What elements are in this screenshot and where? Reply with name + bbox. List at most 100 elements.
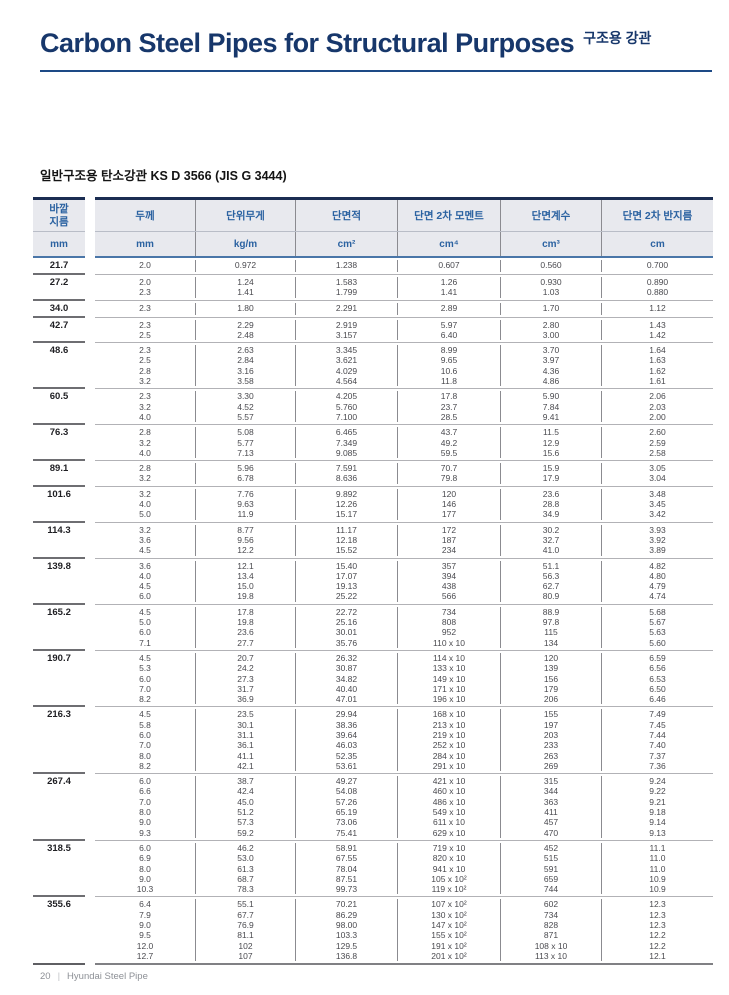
cell-value: 10.6 <box>440 365 458 376</box>
cell-value: 177 <box>441 509 457 520</box>
footer-page-number: 20 <box>40 971 51 982</box>
value-column: 2.0 2.3 <box>95 277 195 298</box>
cell-value: 15.6 <box>542 447 560 458</box>
column-gap <box>85 651 95 707</box>
cell-value: 6.56 <box>649 663 666 674</box>
header-diameter-line2: 지름 <box>49 215 69 228</box>
cell-value: 8.2 <box>139 694 151 705</box>
cell-value: 49.2 <box>440 437 458 448</box>
cell-value: 146 <box>441 499 457 510</box>
group-values: 2.0 2.3 1.24 1.41 1.583 1.799 1.26 1.41 0.930 1.0… <box>95 275 713 301</box>
value-column: 6.59 6.56 6.53 6.50 6.46 <box>601 652 713 705</box>
cell-value: 30.1 <box>237 719 254 730</box>
cell-value: 11.5 <box>543 427 559 438</box>
value-column: 1.64 1.63 1.62 1.61 <box>601 345 713 387</box>
cell-value: 7.45 <box>649 719 666 730</box>
cell-value: 2.3 <box>139 319 151 330</box>
value-column: 3.30 4.52 5.57 <box>195 391 295 423</box>
diameter-value: 76.3 <box>33 425 85 462</box>
cell-value: 136.8 <box>335 950 358 961</box>
cell-value: 11.8 <box>441 376 457 387</box>
cell-value: 6.9 <box>139 853 151 864</box>
cell-value: 4.79 <box>649 581 666 592</box>
cell-value: 13.4 <box>237 570 254 581</box>
cell-value: 1.80 <box>237 302 254 313</box>
value-column: 70.7 79.8 <box>397 463 500 484</box>
unit-radius-of-gyration: cm <box>601 232 713 256</box>
cell-value: 1.62 <box>649 365 666 376</box>
cell-value: 2.48 <box>237 329 254 340</box>
value-column: 1.70 <box>500 302 601 315</box>
cell-value: 12.3 <box>649 899 666 910</box>
cell-value: 17.07 <box>335 570 358 581</box>
cell-value: 53.0 <box>237 853 254 864</box>
cell-value: 470 <box>543 827 559 838</box>
cell-value: 155 x 10² <box>431 930 467 941</box>
cell-value: 38.7 <box>237 776 254 787</box>
header-name-cells: 두께 단위무게 단면적 단면 2차 모멘트 단면계수 단면 2차 반지름 <box>95 197 713 232</box>
value-column: 3.70 3.97 4.36 4.86 <box>500 345 601 387</box>
cell-value: 3.2 <box>139 488 151 499</box>
cell-value: 9.56 <box>237 534 254 545</box>
cell-value: 31.7 <box>237 683 254 694</box>
value-column: 168 x 10 213 x 10 219 x 10 252 x 10 284 x 10… <box>397 709 500 772</box>
value-column: 0.930 1.03 <box>500 277 601 298</box>
value-column: 315 344 363 411 457 470 <box>500 776 601 838</box>
cell-value: 7.40 <box>649 740 666 751</box>
cell-value: 4.205 <box>335 391 358 402</box>
cell-value: 6.0 <box>139 591 151 602</box>
cell-value: 9.21 <box>649 796 666 807</box>
cell-value: 4.86 <box>542 376 560 387</box>
column-gap <box>85 774 95 841</box>
cell-value: 28.5 <box>440 411 458 422</box>
cell-value: 6.59 <box>649 652 666 663</box>
value-column: 11.5 12.9 15.6 <box>500 427 601 459</box>
cell-value: 78.04 <box>335 863 358 874</box>
diameter-value: 42.7 <box>33 318 85 344</box>
cell-value: 1.64 <box>649 345 666 356</box>
cell-value: 36.1 <box>237 740 254 751</box>
group-values: 2.8 3.2 4.0 5.08 5.77 7.13 6.465 7.349 9.085 43.7… <box>95 425 713 462</box>
cell-value: 11.1 <box>649 842 666 853</box>
cell-value: 15.17 <box>335 509 358 520</box>
header-section-area: 단면적 <box>295 200 397 231</box>
header-thickness: 두께 <box>135 210 155 222</box>
cell-value: 25.16 <box>335 617 358 628</box>
cell-value: 15.52 <box>335 545 358 556</box>
value-column: 6.0 6.6 7.0 8.0 9.0 9.3 <box>95 776 195 838</box>
cell-value: 32.7 <box>542 534 560 545</box>
cell-value: 73.06 <box>335 817 358 828</box>
cell-value: 187 <box>441 534 457 545</box>
cell-value: 3.58 <box>237 376 254 387</box>
table-row: 165.2 4.5 5.0 6.0 7.1 17.8 19.8 23.6 27.7 22.72 25… <box>33 605 713 651</box>
cell-value: 6.0 <box>139 627 151 638</box>
value-column: 88.9 97.8 115 134 <box>500 606 601 648</box>
cell-value: 213 x 10 <box>432 719 466 730</box>
cell-value: 2.3 <box>139 302 151 313</box>
value-column: 55.1 67.7 76.9 81.1 102 107 <box>195 899 295 962</box>
cell-value: 5.0 <box>139 509 151 520</box>
cell-value: 7.9 <box>139 909 151 920</box>
cell-value: 2.0 <box>139 277 151 287</box>
column-gap <box>85 461 95 487</box>
cell-value: 9.65 <box>440 355 458 366</box>
cell-value: 2.89 <box>440 302 458 313</box>
cell-value: 23.5 <box>237 709 254 720</box>
cell-value: 2.58 <box>649 447 666 458</box>
cell-value: 7.76 <box>237 488 254 499</box>
table-row: 34.0 2.3 1.80 2.291 2.89 1.70 1.12 <box>33 301 713 318</box>
value-column: 2.89 <box>397 302 500 315</box>
cell-value: 47.01 <box>335 694 358 705</box>
cell-value: 9.14 <box>649 817 666 828</box>
cell-value: 134 <box>543 637 559 648</box>
table-row: 190.7 4.5 5.3 6.0 7.0 8.2 20.7 24.2 27.3 31.7 36.9… <box>33 651 713 708</box>
cell-value: 952 <box>441 627 457 638</box>
cell-value: 6.53 <box>649 673 666 684</box>
cell-value: 591 <box>543 863 559 874</box>
value-column: 17.8 23.7 28.5 <box>397 391 500 423</box>
cell-value: 1.41 <box>440 287 458 298</box>
table-row: 267.4 6.0 6.6 7.0 8.0 9.0 9.3 38.7 42.4 45.0 51.2 5… <box>33 774 713 841</box>
cell-value: 12.2 <box>237 545 254 556</box>
cell-value: 411 <box>544 807 558 818</box>
cell-value: 119 x 10² <box>431 884 467 895</box>
